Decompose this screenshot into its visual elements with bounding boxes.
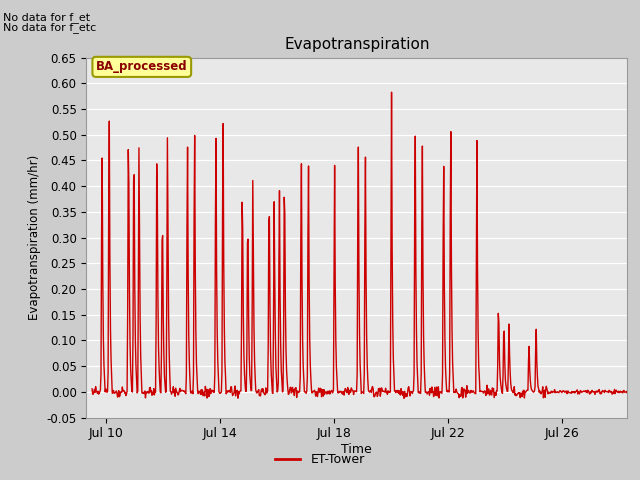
Text: No data for f_etc: No data for f_etc	[3, 22, 97, 33]
Title: Evapotranspiration: Evapotranspiration	[284, 37, 429, 52]
Text: BA_processed: BA_processed	[96, 60, 188, 73]
X-axis label: Time: Time	[341, 443, 372, 456]
Text: No data for f_et: No data for f_et	[3, 12, 90, 23]
Y-axis label: Evapotranspiration (mm/hr): Evapotranspiration (mm/hr)	[28, 155, 41, 320]
Legend: ET-Tower: ET-Tower	[270, 448, 370, 471]
